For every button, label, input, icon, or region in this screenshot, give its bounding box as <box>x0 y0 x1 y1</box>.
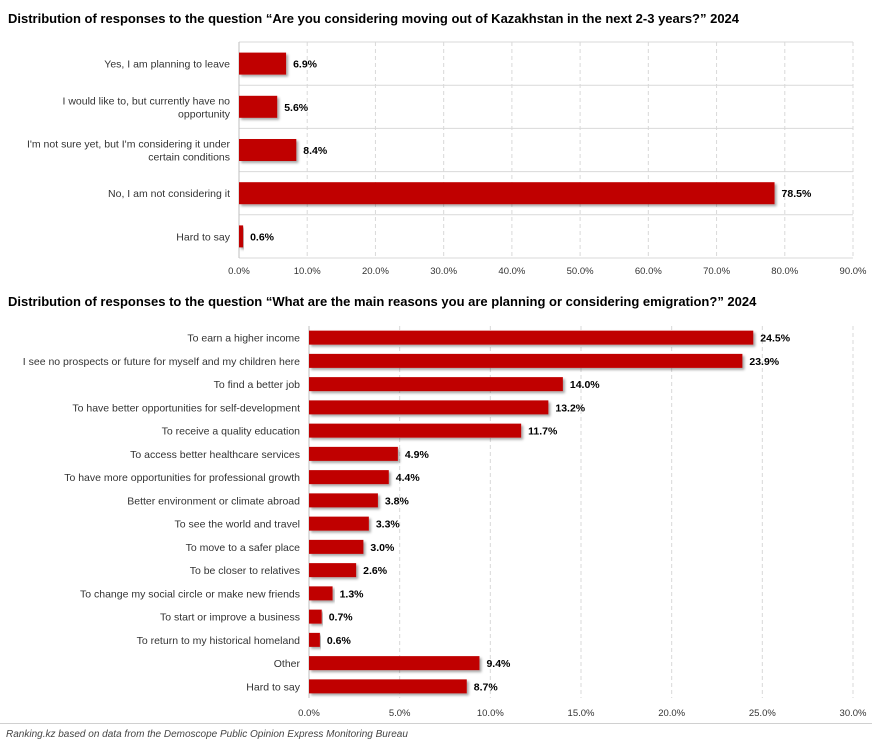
chart2-bar <box>309 632 320 647</box>
chart2-data-label: 3.0% <box>370 542 395 554</box>
source-note: Ranking.kz based on data from the Demosc… <box>6 729 408 740</box>
chart2-category-label: To have more opportunities for professio… <box>64 472 300 484</box>
chart2-data-label: 13.2% <box>555 402 585 414</box>
chart2-bar <box>309 493 378 508</box>
chart2-category-label: To have better opportunities for self-de… <box>72 402 300 414</box>
chart2-tick-label: 10.0% <box>477 708 504 719</box>
chart2-tick-label: 25.0% <box>749 708 776 719</box>
chart2-bar <box>309 446 398 461</box>
chart2-category-label: To access better healthcare services <box>130 449 300 461</box>
chart2-bar <box>309 563 357 578</box>
chart2-bar <box>309 609 322 624</box>
chart2-data-label: 2.6% <box>363 565 388 577</box>
chart2-category-label: To see the world and travel <box>175 519 301 531</box>
chart1-plot: 0.0% 10.0% 20.0% 30.0% 40.0% 50.0% 60.0% 70.0% 8… <box>27 41 867 277</box>
chart1-tick-label: 90.0% <box>840 266 867 277</box>
chart2-category-label: Hard to say <box>246 681 300 693</box>
chart2-category-label: To be closer to relatives <box>190 565 300 577</box>
chart2-data-label: 9.4% <box>486 658 511 670</box>
chart2-data-label: 11.7% <box>528 426 558 438</box>
chart1-tick-label: 60.0% <box>635 266 662 277</box>
chart2-bar <box>309 330 754 345</box>
chart1-bar <box>239 52 287 75</box>
chart2-category-label: To return to my historical homeland <box>137 635 301 647</box>
chart2-data-label: 3.8% <box>385 495 410 507</box>
chart2-bar <box>309 539 364 554</box>
chart2-data-label: 0.6% <box>327 635 352 647</box>
chart1-bar <box>239 182 775 205</box>
chart2-category-label: I see no prospects or future for myself … <box>23 356 300 368</box>
chart2-category-label: To earn a higher income <box>187 333 300 345</box>
chart1-tick-label: 70.0% <box>703 266 730 277</box>
chart2-bar <box>309 400 549 415</box>
chart2-tick-label: 20.0% <box>658 708 685 719</box>
chart1-category-label: certain conditions <box>148 152 230 164</box>
chart2-title: Distribution of responses to the questio… <box>8 294 757 309</box>
chart1-tick-label: 40.0% <box>498 266 525 277</box>
chart1-bar <box>239 139 297 161</box>
chart2-bar <box>309 656 480 671</box>
chart1-title: Distribution of responses to the questio… <box>8 11 740 26</box>
chart2-tick-label: 5.0% <box>389 708 411 719</box>
chart2-data-label: 24.5% <box>760 333 790 345</box>
chart1-tick-label: 50.0% <box>567 266 594 277</box>
chart1-tick-label: 0.0% <box>228 266 250 277</box>
chart1-tick-label: 10.0% <box>294 266 321 277</box>
chart1-data-label: 8.4% <box>303 145 328 157</box>
source-divider <box>0 723 872 724</box>
chart2-data-label: 4.4% <box>396 472 421 484</box>
chart1-tick-label: 20.0% <box>362 266 389 277</box>
chart1-bar <box>239 225 244 248</box>
chart2-data-label: 4.9% <box>405 449 430 461</box>
chart1-category-label: opportunity <box>178 108 231 120</box>
chart2-category-label: To find a better job <box>214 379 301 391</box>
chart1-data-label: 6.9% <box>293 59 318 71</box>
chart2-bar <box>309 516 369 531</box>
chart2-data-label: 0.7% <box>329 612 354 624</box>
chart1-category-label: No, I am not considering it <box>108 188 230 200</box>
chart1-data-label: 5.6% <box>284 102 309 114</box>
chart1-data-label: 78.5% <box>782 188 812 200</box>
chart2-tick-label: 15.0% <box>568 708 595 719</box>
chart2-bar <box>309 586 333 601</box>
chart1-category-label: I would like to, but currently have no <box>62 95 230 107</box>
chart2-tick-label: 30.0% <box>840 708 867 719</box>
chart2-bar <box>309 377 563 392</box>
chart2-tick-label: 0.0% <box>298 708 320 719</box>
chart1-data-label: 0.6% <box>250 231 275 243</box>
chart2-bar <box>309 353 743 368</box>
chart2-category-label: To change my social circle or make new f… <box>80 588 300 600</box>
chart2-data-label: 3.3% <box>376 519 401 531</box>
chart2-data-label: 1.3% <box>340 588 365 600</box>
chart2-data-label: 23.9% <box>749 356 779 368</box>
chart2-bar <box>309 679 467 694</box>
chart2-category-label: To move to a safer place <box>186 542 301 554</box>
chart2-category-label: To receive a quality education <box>162 426 300 438</box>
chart1-category-label: Yes, I am planning to leave <box>104 59 230 71</box>
chart2-data-label: 8.7% <box>474 681 499 693</box>
chart2-bar <box>309 470 389 485</box>
chart1-category-label: I'm not sure yet, but I'm considering it… <box>27 139 231 151</box>
chart2-category-label: Other <box>274 658 301 670</box>
chart1-tick-label: 30.0% <box>430 266 457 277</box>
chart2-category-label: To start or improve a business <box>160 612 300 624</box>
chart2-bar <box>309 423 522 438</box>
chart2-category-label: Better environment or climate abroad <box>127 495 300 507</box>
chart1-bar <box>239 95 278 118</box>
chart2-plot: 0.0% 5.0% 10.0% 15.0% 20.0% 25.0% 30.0% 24.5% To… <box>23 326 867 719</box>
chart1-tick-label: 80.0% <box>771 266 798 277</box>
chart1-category-label: Hard to say <box>176 231 230 243</box>
chart2-data-label: 14.0% <box>570 379 600 391</box>
